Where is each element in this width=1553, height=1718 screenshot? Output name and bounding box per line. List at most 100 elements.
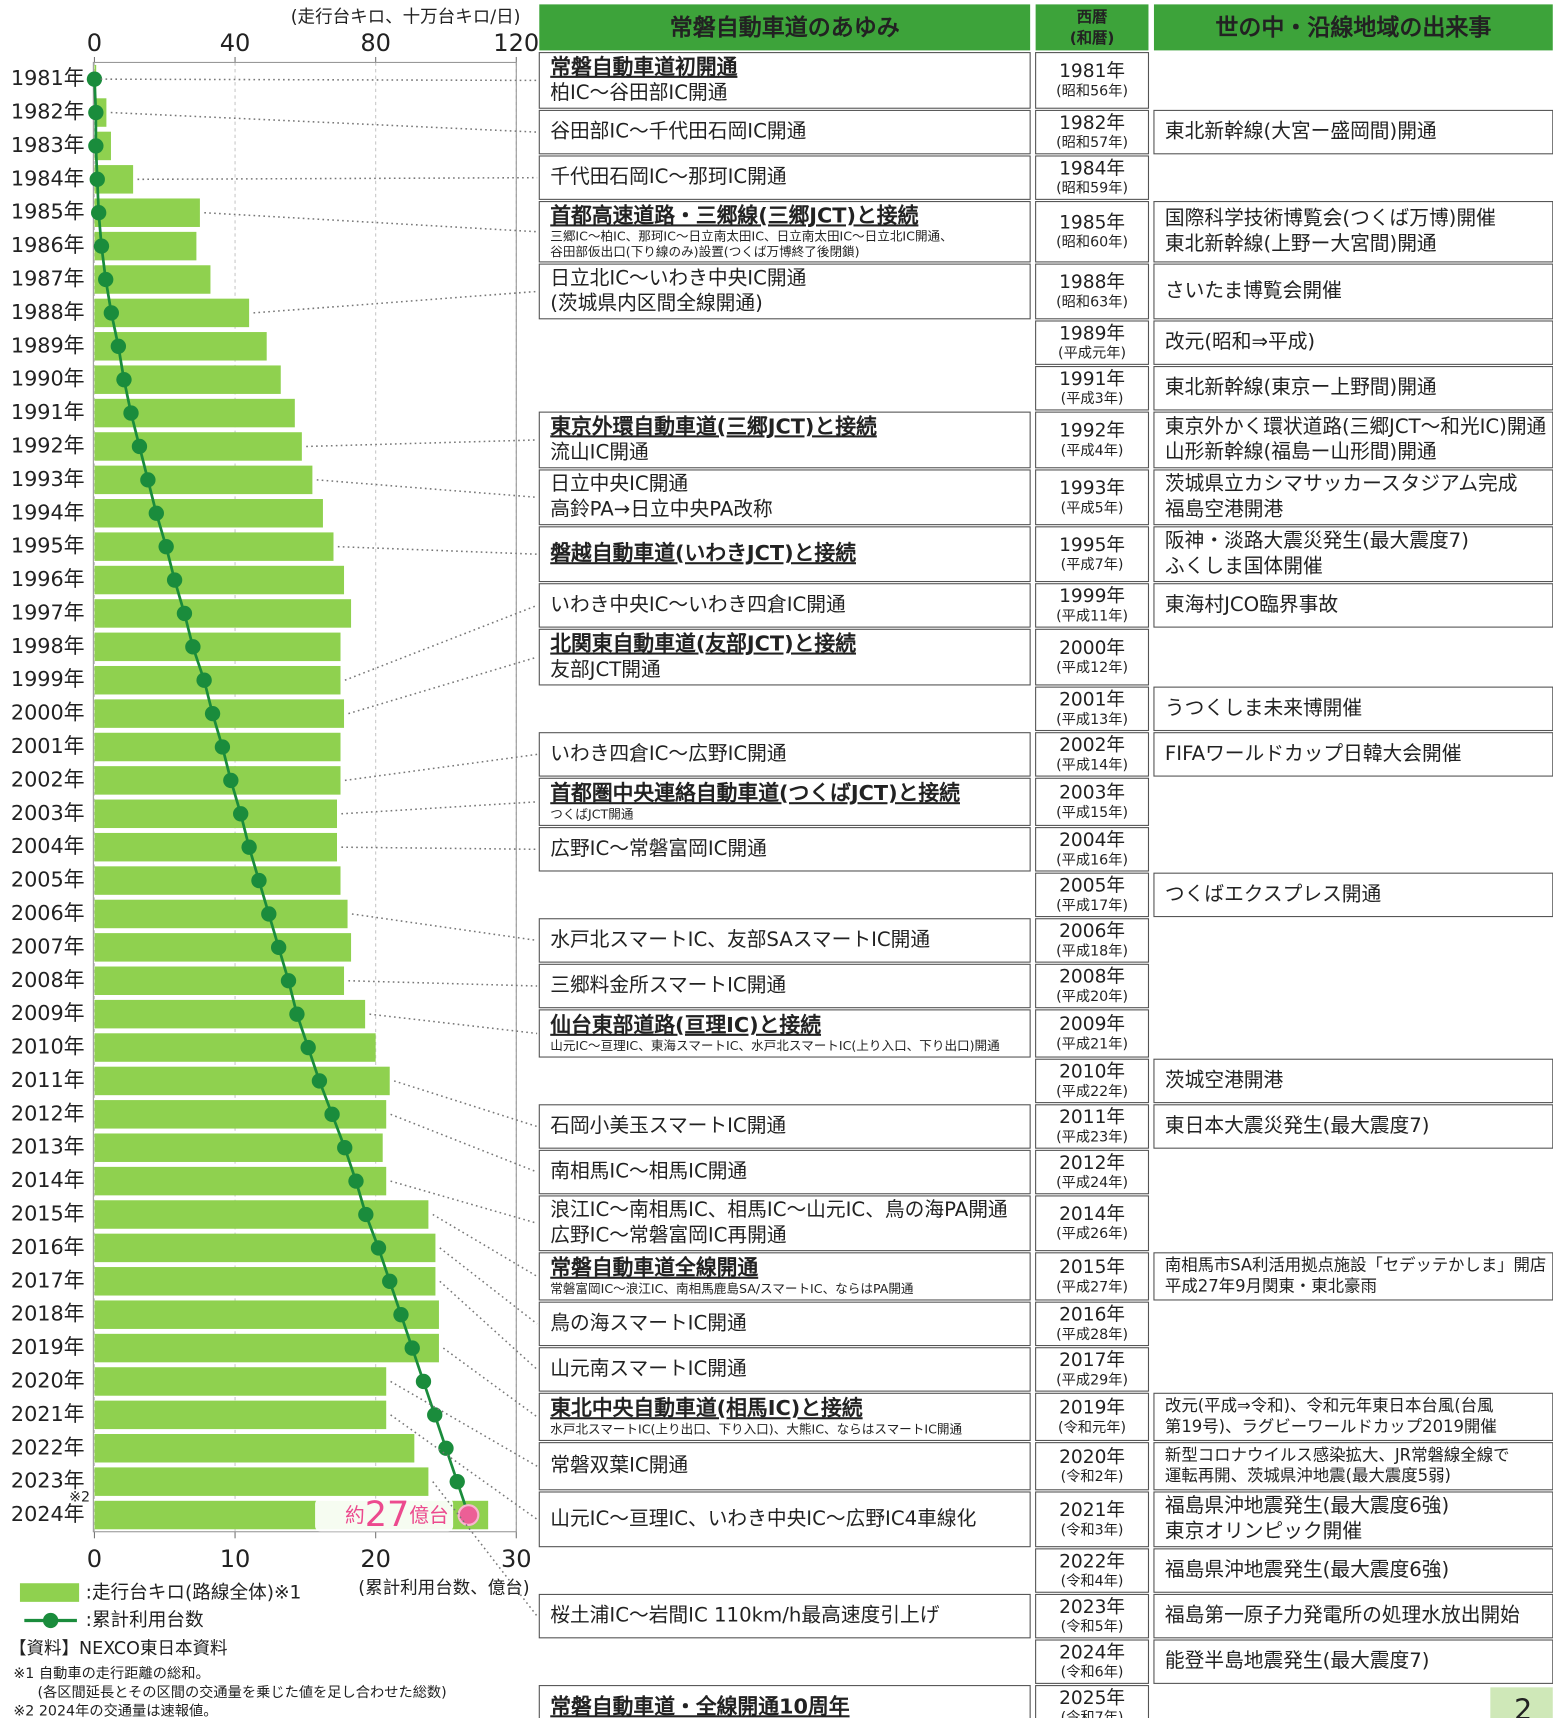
point bbox=[241, 839, 257, 855]
year-text: 1993年 bbox=[1059, 478, 1125, 499]
category-label: 1995年 bbox=[11, 534, 85, 558]
category-label: 2012年 bbox=[11, 1101, 85, 1125]
bar bbox=[94, 565, 345, 595]
event-cell bbox=[1153, 1491, 1553, 1548]
event-text: 国際科学技術博覧会(つくば万博)開催 bbox=[1165, 207, 1496, 230]
year-cell bbox=[1035, 52, 1150, 109]
year-cell bbox=[1035, 777, 1150, 826]
bar bbox=[94, 665, 341, 695]
event-text: 茨城県立カシマサッカースタジアム完成 bbox=[1165, 472, 1518, 495]
event-cell bbox=[1153, 1104, 1553, 1149]
category-label: 2021年 bbox=[11, 1402, 85, 1426]
event-text: FIFAワールドカップ日韓大会開催 bbox=[1165, 742, 1462, 765]
year-cell bbox=[1035, 526, 1150, 583]
event-cell bbox=[538, 1392, 1031, 1441]
bar bbox=[94, 1166, 387, 1196]
x2-tick-label: 10 bbox=[220, 1545, 251, 1573]
connector bbox=[344, 753, 538, 782]
event-text: 三郷IC～柏IC、那珂IC～日立南太田IC、日立南太田IC～日立北IC開通、 bbox=[550, 229, 952, 244]
year-text: 2019年 bbox=[1059, 1398, 1125, 1419]
era-text: (平成元年) bbox=[1058, 345, 1126, 362]
connector bbox=[393, 1080, 538, 1128]
category-label: 2022年 bbox=[11, 1435, 85, 1459]
bar bbox=[94, 599, 352, 628]
year-cell bbox=[1035, 827, 1150, 872]
bar bbox=[94, 899, 348, 929]
era-text: (昭和63年) bbox=[1056, 293, 1128, 310]
category-label: 2001年 bbox=[11, 734, 85, 758]
bar bbox=[94, 1267, 436, 1296]
event-text: 運転再開、茨城県沖地震(最大震度5弱) bbox=[1165, 1466, 1451, 1485]
point bbox=[90, 205, 107, 221]
year-text: 2020年 bbox=[1059, 1447, 1125, 1468]
category-label: 2000年 bbox=[11, 701, 85, 725]
year-text: 1984年 bbox=[1059, 158, 1125, 179]
category-label: 1998年 bbox=[11, 634, 85, 658]
connector bbox=[204, 211, 538, 233]
event-text: 南相馬IC～相馬IC開通 bbox=[550, 1160, 747, 1183]
point bbox=[89, 171, 105, 187]
annotation-suffix: 億台 bbox=[409, 1504, 448, 1527]
event-title: 東京外環自動車道(三郷JCT)と接続 bbox=[550, 414, 877, 438]
bar bbox=[94, 1200, 429, 1229]
year-text: 2005年 bbox=[1059, 876, 1125, 897]
era-text: (平成5年) bbox=[1061, 499, 1124, 516]
era-text: (平成23年) bbox=[1056, 1128, 1128, 1145]
event-text: 東京外かく環状道路(三郷JCT～和光IC)開通 bbox=[1165, 415, 1547, 438]
era-text: (昭和56年) bbox=[1056, 82, 1128, 99]
event-text: いわき中央IC～いわき四倉IC開通 bbox=[550, 593, 846, 616]
point bbox=[123, 405, 139, 421]
year-cell bbox=[1035, 469, 1150, 526]
x-tick-label: 40 bbox=[220, 29, 251, 57]
event-text: 能登半島地震発生(最大震度7) bbox=[1165, 1649, 1430, 1672]
category-label: 2019年 bbox=[11, 1335, 85, 1359]
year-cell bbox=[1035, 1347, 1150, 1392]
category-label: 2016年 bbox=[11, 1235, 85, 1259]
category-label: 2023年 bbox=[11, 1469, 85, 1493]
year-text: 2010年 bbox=[1059, 1062, 1125, 1083]
connector bbox=[369, 1013, 538, 1035]
point bbox=[348, 1173, 364, 1189]
era-text: (令和元年) bbox=[1058, 1419, 1126, 1436]
header-text: 西暦 bbox=[1077, 8, 1108, 26]
year-text: 1991年 bbox=[1059, 369, 1125, 390]
event-cell bbox=[538, 583, 1031, 628]
category-label: 2009年 bbox=[11, 1001, 85, 1025]
footnote: (各区間延長とその区間の交通量を乗じた値を足し合わせた総数) bbox=[37, 1683, 446, 1701]
event-text: 山元IC～亘理IC、東海スマートIC、水戸北スマートIC(上り入口、下り出口)開… bbox=[550, 1038, 1000, 1053]
event-title: 北関東自動車道(友部JCT)と接続 bbox=[550, 632, 856, 656]
category-label: 2002年 bbox=[11, 767, 85, 791]
year-text: 2008年 bbox=[1059, 967, 1125, 988]
era-text: (平成4年) bbox=[1061, 442, 1124, 459]
bar bbox=[94, 966, 345, 995]
category-label: 1988年 bbox=[11, 300, 85, 324]
event-text: 東京オリンピック開催 bbox=[1165, 1519, 1362, 1542]
event-cell bbox=[538, 827, 1031, 872]
event-cell bbox=[538, 201, 1031, 263]
category-label: 1981年 bbox=[11, 66, 85, 90]
year-cell bbox=[1035, 918, 1150, 963]
point bbox=[86, 71, 103, 87]
year-text: 2002年 bbox=[1059, 735, 1125, 756]
year-cell bbox=[1035, 628, 1150, 686]
point bbox=[382, 1273, 398, 1289]
category-label: 2017年 bbox=[11, 1268, 85, 1292]
event-cell bbox=[538, 628, 1031, 686]
era-text: (平成17年) bbox=[1056, 897, 1128, 914]
year-text: 2001年 bbox=[1059, 690, 1125, 711]
era-text: (平成28年) bbox=[1056, 1326, 1128, 1343]
connector bbox=[432, 1481, 538, 1617]
year-cell bbox=[1035, 1548, 1150, 1593]
category-label: 1991年 bbox=[11, 400, 85, 424]
bar bbox=[94, 832, 338, 862]
bar bbox=[94, 265, 211, 294]
header-text: 世の中・沿線地域の出来事 bbox=[1215, 14, 1491, 41]
event-text: (茨城県内区間全線開通) bbox=[550, 292, 763, 315]
era-text: (令和5年) bbox=[1061, 1618, 1124, 1635]
event-cell bbox=[1153, 1639, 1553, 1684]
year-text: 2004年 bbox=[1059, 830, 1125, 851]
point bbox=[214, 739, 231, 755]
point bbox=[166, 572, 183, 588]
year-cell bbox=[1035, 1009, 1150, 1058]
event-cell bbox=[538, 1491, 1031, 1548]
